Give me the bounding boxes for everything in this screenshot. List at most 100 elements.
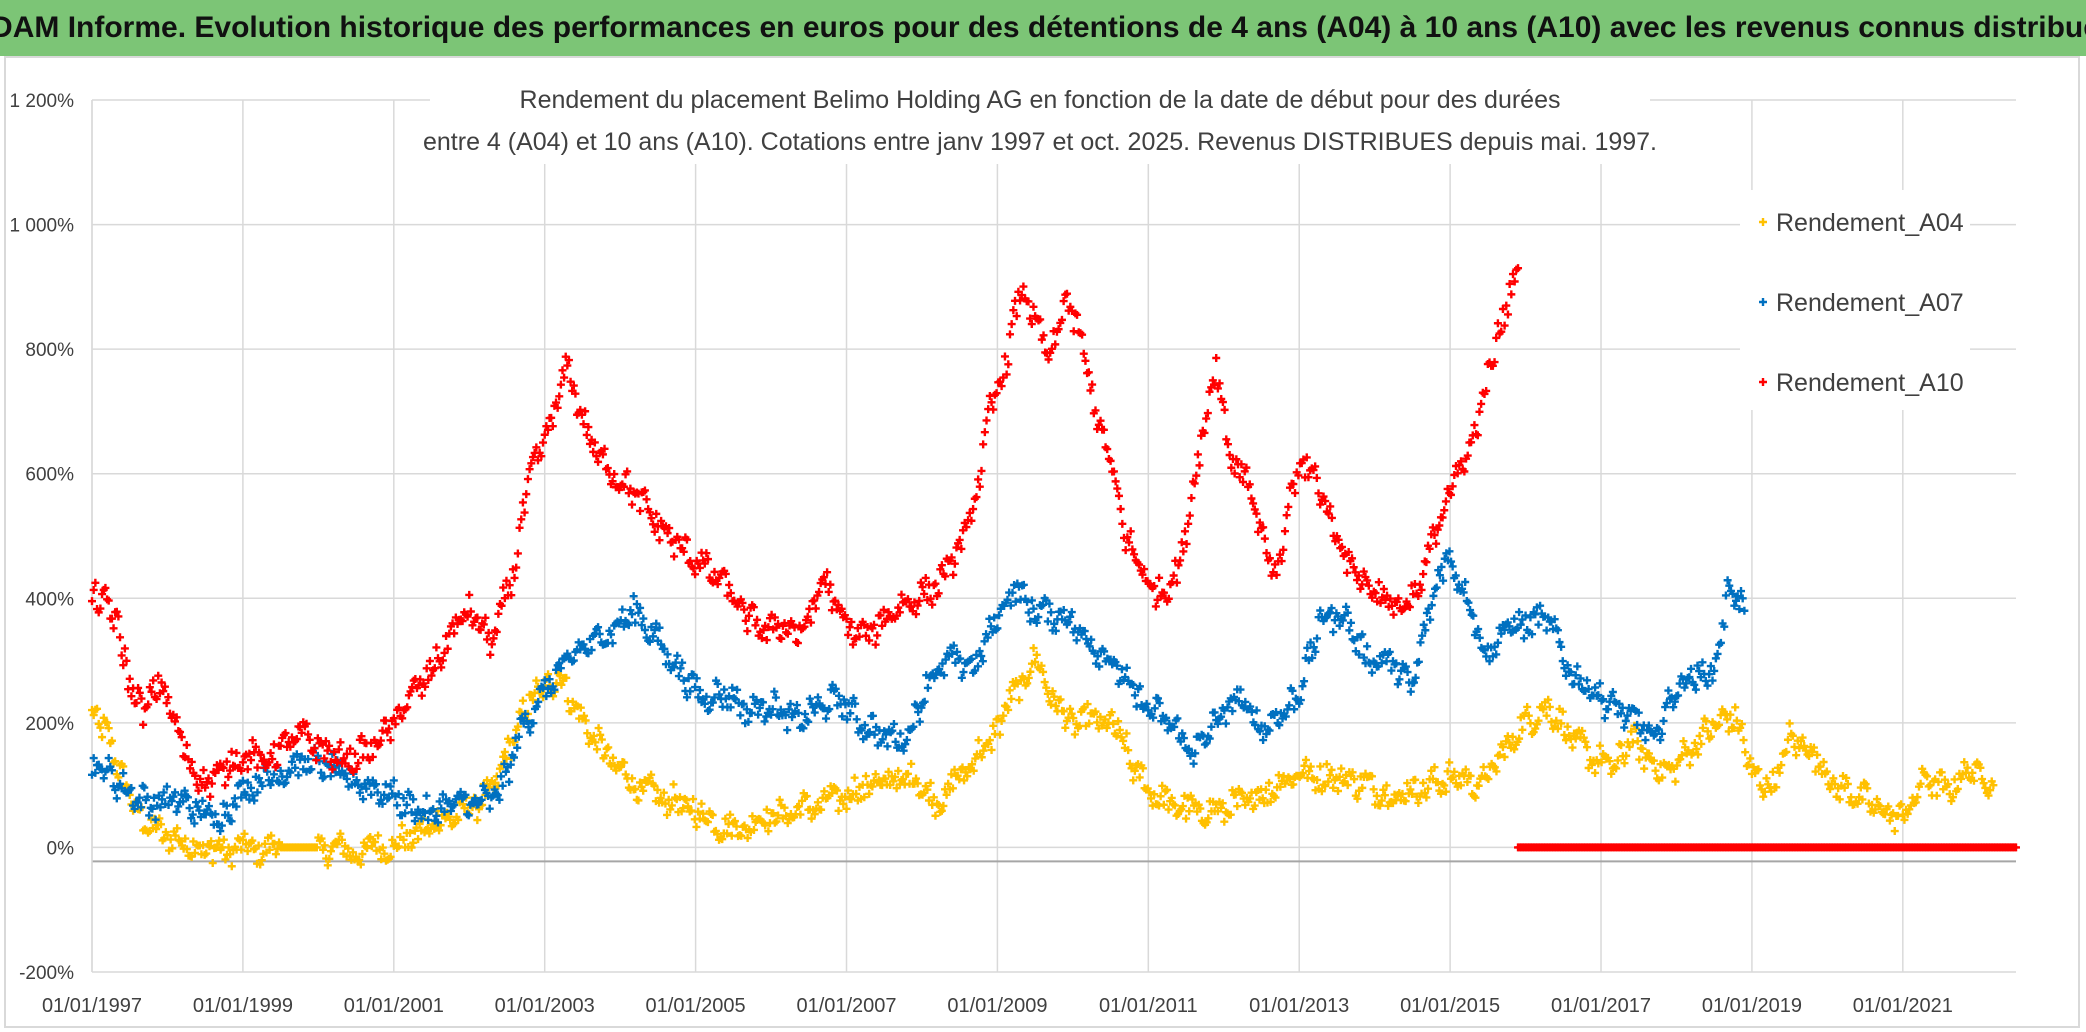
- data-point: [824, 587, 833, 596]
- data-point: [182, 741, 191, 750]
- data-point: [663, 810, 672, 819]
- data-point: [221, 855, 230, 864]
- data-point: [1047, 608, 1056, 617]
- data-point: [494, 609, 503, 618]
- chart-title: Rendement du placement Belimo Holding AG…: [423, 84, 1657, 164]
- x-tick-label: 01/01/2021: [1853, 995, 1953, 1017]
- data-point: [1004, 360, 1013, 369]
- data-point: [963, 772, 972, 781]
- data-point: [243, 765, 252, 774]
- data-point: [171, 831, 180, 840]
- data-point: [1463, 778, 1472, 787]
- data-point: [1245, 794, 1254, 803]
- data-point: [248, 836, 257, 845]
- data-point: [1091, 707, 1100, 716]
- data-point: [1475, 407, 1484, 416]
- data-point: [868, 782, 877, 791]
- data-point: [1266, 797, 1275, 806]
- data-point: [692, 822, 701, 831]
- data-point: [1484, 775, 1493, 784]
- data-point: [1005, 330, 1014, 339]
- data-point: [720, 685, 729, 694]
- x-tick-label: 01/01/2007: [796, 995, 896, 1017]
- data-point: [1563, 722, 1572, 731]
- data-point: [320, 841, 329, 850]
- data-point: [1490, 763, 1499, 772]
- data-point: [1612, 764, 1621, 773]
- data-point: [1231, 790, 1240, 799]
- data-point: [257, 856, 266, 865]
- data-point: [1066, 704, 1075, 713]
- data-point: [232, 748, 241, 757]
- data-point: [769, 809, 778, 818]
- data-point: [1578, 726, 1587, 735]
- data-point: [1159, 800, 1168, 809]
- data-point: [1329, 783, 1338, 792]
- data-point: [1238, 788, 1247, 797]
- data-point: [1015, 696, 1024, 705]
- data-point: [839, 799, 848, 808]
- data-point: [182, 845, 191, 854]
- data-point: [558, 366, 567, 375]
- data-point: [1677, 751, 1686, 760]
- data-point: [1684, 746, 1693, 755]
- data-point: [826, 580, 835, 589]
- data-point: [1042, 683, 1051, 692]
- x-tick-label: 01/01/1999: [193, 995, 293, 1017]
- data-point: [975, 482, 984, 491]
- legend: Rendement_A04 Rendement_A07 Rendement_A10: [1740, 190, 1970, 410]
- data-point: [518, 696, 527, 705]
- data-point: [1625, 742, 1634, 751]
- data-point: [1260, 534, 1269, 543]
- data-point: [163, 831, 172, 840]
- data-point: [1785, 719, 1794, 728]
- data-point: [112, 794, 121, 803]
- data-point: [1640, 764, 1649, 773]
- data-point: [1376, 801, 1385, 810]
- data-point: [337, 835, 346, 844]
- data-point: [1649, 756, 1658, 765]
- data-point: [1658, 773, 1667, 782]
- data-point: [1069, 714, 1078, 723]
- data-point: [1498, 743, 1507, 752]
- data-point: [120, 644, 129, 653]
- data-point: [968, 760, 977, 769]
- data-point: [724, 820, 733, 829]
- data-point: [1196, 804, 1205, 813]
- data-point: [1369, 785, 1378, 794]
- data-point: [380, 849, 389, 858]
- data-point: [1124, 746, 1133, 755]
- data-point: [1664, 686, 1673, 695]
- data-point: [1515, 734, 1524, 743]
- data-point: [969, 766, 978, 775]
- data-point: [109, 624, 118, 633]
- data-point: [1048, 687, 1057, 696]
- data-point: [520, 508, 529, 517]
- data-point: [583, 729, 592, 738]
- data-point: [894, 766, 903, 775]
- data-point: [1403, 779, 1412, 788]
- data-point: [1185, 511, 1194, 520]
- data-point: [664, 795, 673, 804]
- data-point: [1150, 790, 1159, 799]
- data-point: [528, 696, 537, 705]
- axis-labels: -200% 0% 200% 400% 600% 800% 1 000% 1 200% 01/01…: [10, 91, 1953, 1017]
- data-point: [1419, 778, 1428, 787]
- data-point: [312, 843, 321, 852]
- data-point: [1298, 769, 1307, 778]
- grid-layer: [91, 99, 2016, 973]
- data-point: [271, 850, 280, 859]
- data-point: [1544, 695, 1553, 704]
- data-point: [1116, 505, 1125, 514]
- data-point: [243, 847, 252, 856]
- data-point: [1607, 769, 1616, 778]
- data-point: [1635, 755, 1644, 764]
- data-point: [948, 784, 957, 793]
- data-point: [409, 838, 418, 847]
- data-point: [1312, 473, 1321, 482]
- data-point: [1112, 731, 1121, 740]
- data-point: [1534, 716, 1543, 725]
- data-point: [166, 835, 175, 844]
- data-point: [127, 692, 136, 701]
- data-point: [1322, 760, 1331, 769]
